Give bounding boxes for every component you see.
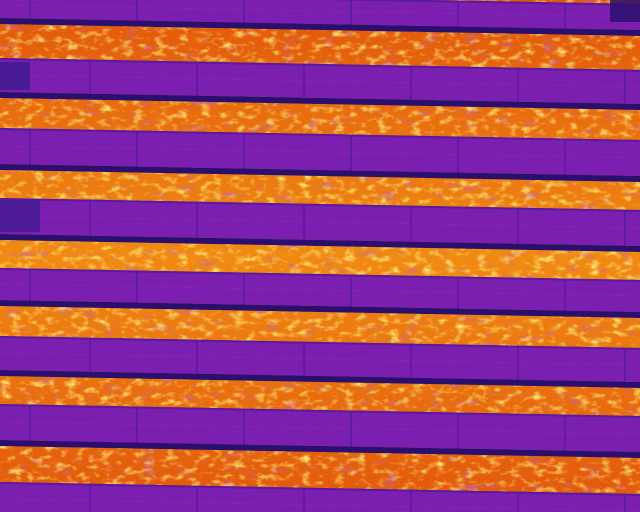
panel-row-shadow [0,370,640,388]
cold-patch [0,200,40,232]
panel-row-top-edge [0,128,640,142]
panel-row [0,198,640,252]
cold-patch [610,0,640,22]
panel-row [0,128,640,182]
panel-row-top-edge [0,58,640,72]
panel-row [0,404,640,458]
panel-cell-line [0,145,640,159]
panel-cell-line [0,498,640,512]
cold-patch [0,62,30,90]
panel-row-shadow [0,164,640,182]
panel-row-top-edge [0,482,640,496]
panel-row-shadow [0,234,640,252]
panel-row-top-edge [0,198,640,212]
panel-row-top-edge [0,336,640,350]
panel-cell-line [0,4,640,18]
panel-cell-line [0,283,640,297]
panel-row-shadow [0,300,640,318]
panel-row [0,0,640,36]
panel-row [0,268,640,318]
panel-row-top-edge [0,404,640,418]
panel-cell-line [0,352,640,366]
panel-cell-line [0,215,640,229]
panel-row-shadow [0,92,640,110]
panel-row-top-edge [0,268,640,282]
panel-cell-line [0,74,640,88]
panel-row-shadow [0,440,640,458]
panel-row-body [0,482,640,512]
panel-row [0,482,640,512]
panel-row [0,58,640,110]
panel-row-shadow [0,18,640,36]
panel-row-top-edge [319,0,640,6]
panel-row [0,336,640,388]
panel-cell-line [0,421,640,435]
